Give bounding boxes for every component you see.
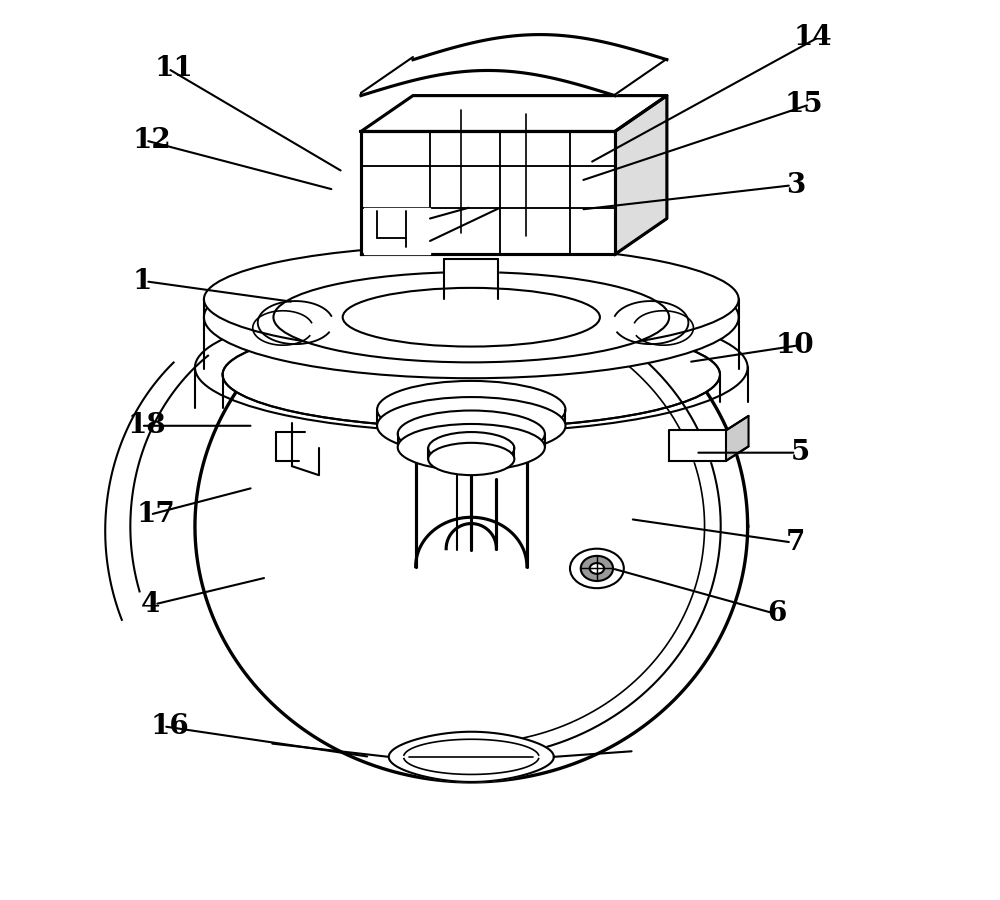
Ellipse shape: [581, 556, 613, 581]
Polygon shape: [364, 208, 430, 255]
Text: 18: 18: [128, 412, 166, 439]
Polygon shape: [615, 95, 667, 255]
Polygon shape: [361, 34, 667, 95]
Ellipse shape: [377, 381, 565, 438]
Text: 15: 15: [784, 91, 823, 118]
Ellipse shape: [428, 432, 514, 464]
Text: 14: 14: [793, 23, 832, 50]
Polygon shape: [361, 95, 667, 131]
Ellipse shape: [343, 288, 600, 346]
Text: 17: 17: [137, 501, 175, 528]
Ellipse shape: [204, 246, 739, 353]
Ellipse shape: [570, 549, 624, 589]
Ellipse shape: [273, 272, 669, 363]
Ellipse shape: [590, 563, 604, 574]
Text: 12: 12: [132, 127, 171, 154]
Text: 1: 1: [132, 268, 152, 295]
Polygon shape: [195, 271, 748, 782]
Text: 3: 3: [786, 172, 805, 199]
Ellipse shape: [223, 321, 720, 428]
Text: 16: 16: [150, 713, 189, 740]
Polygon shape: [444, 259, 498, 300]
Polygon shape: [195, 367, 748, 408]
Polygon shape: [726, 416, 749, 461]
Ellipse shape: [195, 303, 748, 432]
Ellipse shape: [398, 424, 545, 471]
Text: 11: 11: [155, 55, 193, 82]
Ellipse shape: [398, 410, 545, 457]
Ellipse shape: [377, 397, 565, 454]
Ellipse shape: [204, 256, 739, 378]
Text: 7: 7: [786, 529, 805, 556]
Ellipse shape: [428, 443, 514, 475]
Text: 5: 5: [790, 439, 810, 466]
Polygon shape: [669, 430, 726, 461]
Polygon shape: [446, 486, 496, 549]
Polygon shape: [361, 131, 615, 255]
Text: 6: 6: [768, 599, 787, 626]
Polygon shape: [389, 732, 554, 782]
Text: 4: 4: [141, 590, 160, 617]
Text: 10: 10: [775, 331, 814, 358]
